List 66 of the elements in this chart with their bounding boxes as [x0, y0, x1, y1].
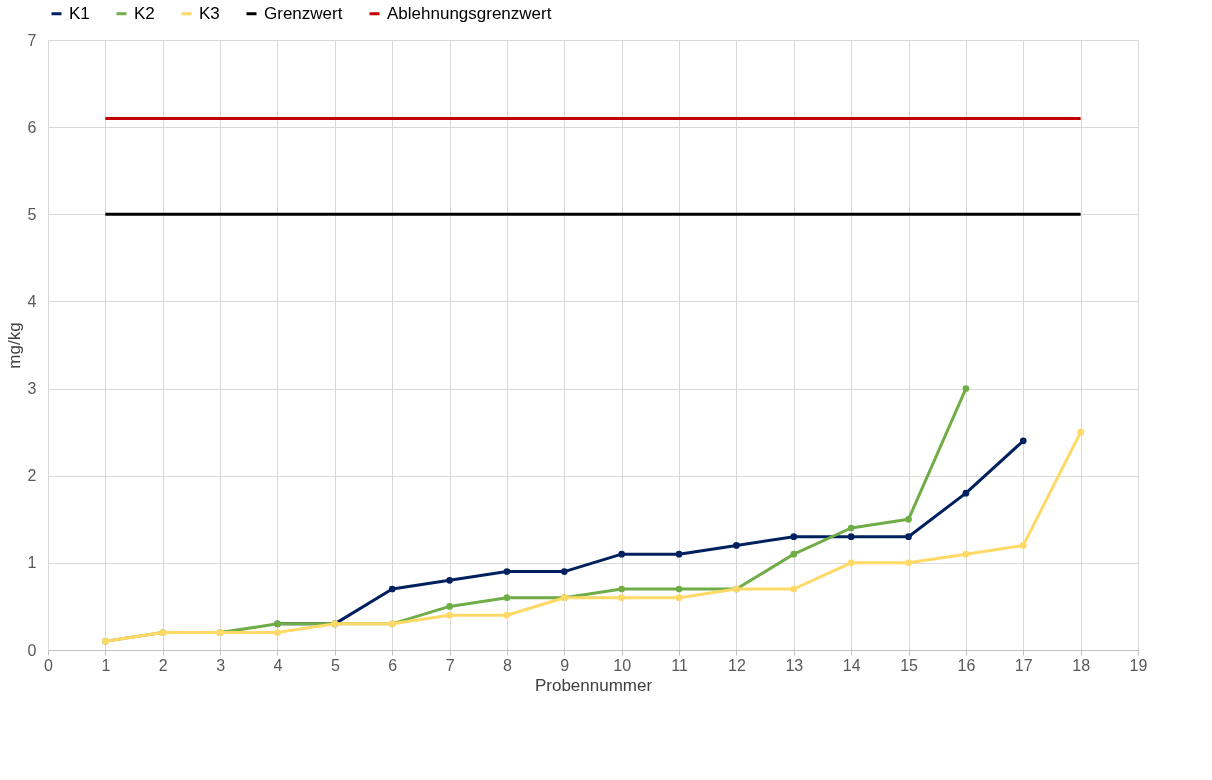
legend-label: K2: [134, 3, 155, 23]
x-tick-label: 10: [613, 656, 632, 674]
point: [790, 550, 798, 558]
x-tick-label: 16: [957, 656, 976, 674]
x-tick-label: 1: [101, 656, 111, 674]
y-tick-label: 5: [27, 205, 37, 223]
x-tick-label: 2: [158, 656, 168, 674]
point: [1019, 542, 1027, 549]
x-tick-label: 7: [445, 656, 455, 674]
y-tick-label: 0: [27, 641, 37, 659]
legend-label: Grenzwert: [264, 3, 343, 23]
x-tick-label: 8: [502, 656, 512, 674]
point: [675, 594, 683, 602]
y-tick-label: 4: [27, 292, 37, 310]
x-tick-label: 13: [785, 656, 804, 674]
point: [274, 629, 281, 636]
y-tick-label: 6: [27, 118, 37, 136]
point: [847, 533, 855, 541]
point: [962, 550, 970, 558]
x-tick-label: 11: [671, 656, 688, 674]
point: [1077, 428, 1084, 436]
legend-label: K1: [69, 3, 90, 23]
point: [618, 585, 626, 593]
x-tick-label: 19: [1129, 656, 1148, 674]
point: [618, 550, 626, 558]
x-tick-label: 5: [330, 656, 340, 674]
point: [790, 533, 798, 541]
x-tick-label: 4: [273, 656, 283, 674]
x-tick-label: 0: [44, 656, 54, 674]
point: [962, 489, 970, 497]
x-tick-label: 6: [388, 656, 398, 674]
y-tick-label: 7: [27, 31, 37, 49]
point: [503, 594, 511, 602]
y-tick-label: 3: [27, 380, 37, 398]
point: [905, 515, 912, 523]
point: [905, 559, 912, 567]
x-tick-label: 18: [1072, 656, 1091, 674]
point: [905, 533, 912, 541]
x-tick-label: 3: [216, 656, 226, 674]
point: [847, 559, 855, 567]
x-tick-label: 17: [1014, 656, 1033, 674]
point: [446, 611, 453, 619]
point: [503, 568, 511, 575]
point: [503, 611, 511, 619]
x-tick-label: 12: [728, 656, 746, 674]
y-tick-label: 1: [27, 554, 37, 572]
point: [675, 550, 683, 558]
point: [790, 585, 798, 593]
point: [1019, 437, 1027, 445]
x-tick-label: 15: [900, 656, 919, 674]
point: [560, 568, 568, 575]
legend-label: K3: [199, 3, 220, 23]
point: [446, 576, 453, 584]
x-tick-label: 9: [560, 656, 570, 674]
point: [962, 385, 970, 392]
y-tick-label: 2: [27, 467, 37, 485]
point: [733, 542, 740, 549]
y-axis-title: mg/kg: [4, 322, 24, 369]
point: [847, 524, 855, 532]
point: [675, 585, 683, 593]
point: [446, 603, 453, 610]
x-tick-label: 14: [842, 656, 861, 674]
legend-label: Ablehnungsgrenzwert: [387, 3, 552, 23]
point: [388, 585, 396, 593]
point: [618, 594, 626, 602]
x-axis-title: Probennummer: [534, 675, 653, 695]
